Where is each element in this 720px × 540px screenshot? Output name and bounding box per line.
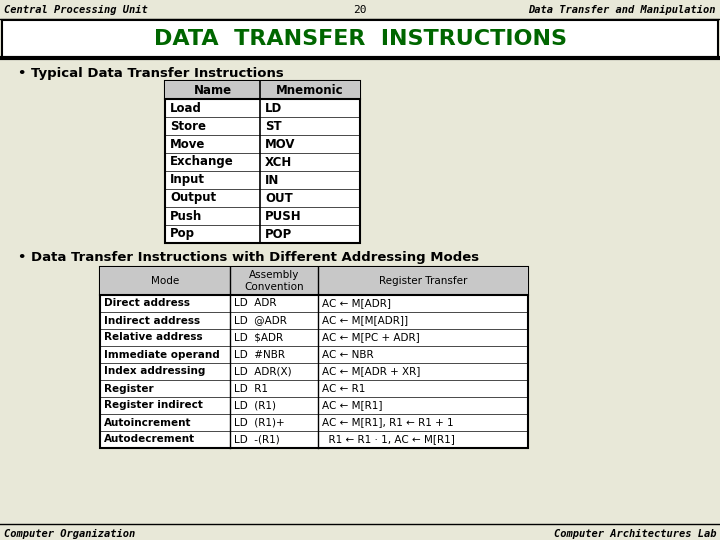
Text: LD  -(R1): LD -(R1) [234, 435, 280, 444]
Text: Direct address: Direct address [104, 299, 190, 308]
Bar [2, 20, 718, 58]
Text: Load: Load [170, 102, 202, 114]
Text: ST: ST [265, 119, 282, 132]
Text: Register: Register [104, 383, 153, 394]
Text: LD  @ADR: LD @ADR [234, 315, 287, 326]
Text: Register Transfer: Register Transfer [379, 276, 467, 286]
Text: DATA  TRANSFER  INSTRUCTIONS: DATA TRANSFER INSTRUCTIONS [153, 29, 567, 49]
Text: LD  (R1): LD (R1) [234, 401, 276, 410]
Text: LD  $ADR: LD $ADR [234, 333, 283, 342]
Text: OUT: OUT [265, 192, 293, 205]
Text: Assembly
Convention: Assembly Convention [244, 270, 304, 292]
Text: Relative address: Relative address [104, 333, 202, 342]
Text: 20: 20 [354, 5, 366, 15]
Text: Exchange: Exchange [170, 156, 234, 168]
Text: AC ← R1: AC ← R1 [322, 383, 365, 394]
Text: AC ← NBR: AC ← NBR [322, 349, 374, 360]
Text: AC ← M[R1], R1 ← R1 + 1: AC ← M[R1], R1 ← R1 + 1 [322, 417, 454, 428]
Text: AC ← M[PC + ADR]: AC ← M[PC + ADR] [322, 333, 420, 342]
Text: Mode: Mode [151, 276, 179, 286]
Text: Indirect address: Indirect address [104, 315, 200, 326]
Bar [165, 81, 360, 99]
Text: Push: Push [170, 210, 202, 222]
Bar [165, 81, 360, 243]
Text: R1 ← R1 · 1, AC ← M[R1]: R1 ← R1 · 1, AC ← M[R1] [322, 435, 455, 444]
Text: XCH: XCH [265, 156, 292, 168]
Text: Register indirect: Register indirect [104, 401, 203, 410]
Text: Output: Output [170, 192, 216, 205]
Text: Autoincrement: Autoincrement [104, 417, 192, 428]
Text: LD  (R1)+: LD (R1)+ [234, 417, 284, 428]
Text: LD  ADR: LD ADR [234, 299, 276, 308]
Text: Input: Input [170, 173, 205, 186]
Text: Pop: Pop [170, 227, 195, 240]
Text: Computer Architectures Lab: Computer Architectures Lab [554, 529, 716, 539]
Text: AC ← M[ADR + XR]: AC ← M[ADR + XR] [322, 367, 420, 376]
Text: • Typical Data Transfer Instructions: • Typical Data Transfer Instructions [18, 68, 284, 80]
Text: Index addressing: Index addressing [104, 367, 205, 376]
Text: Data Transfer and Manipulation: Data Transfer and Manipulation [528, 5, 716, 15]
Text: LD: LD [265, 102, 282, 114]
Text: Mnemonic: Mnemonic [276, 84, 344, 97]
Text: Immediate operand: Immediate operand [104, 349, 220, 360]
Text: AC ← M[ADR]: AC ← M[ADR] [322, 299, 391, 308]
Text: Move: Move [170, 138, 205, 151]
Text: POP: POP [265, 227, 292, 240]
Text: PUSH: PUSH [265, 210, 302, 222]
Bar [100, 267, 528, 448]
Text: Computer Organization: Computer Organization [4, 529, 135, 539]
Text: LD  ADR(X): LD ADR(X) [234, 367, 292, 376]
Text: LD  R1: LD R1 [234, 383, 268, 394]
Text: IN: IN [265, 173, 279, 186]
Bar [100, 267, 528, 295]
Text: LD  #NBR: LD #NBR [234, 349, 285, 360]
Text: Autodecrement: Autodecrement [104, 435, 195, 444]
Text: Store: Store [170, 119, 206, 132]
Text: • Data Transfer Instructions with Different Addressing Modes: • Data Transfer Instructions with Differ… [18, 251, 479, 264]
Text: AC ← M[R1]: AC ← M[R1] [322, 401, 382, 410]
Text: MOV: MOV [265, 138, 295, 151]
Text: Central Processing Unit: Central Processing Unit [4, 5, 148, 15]
Text: Name: Name [194, 84, 232, 97]
Text: AC ← M[M[ADR]]: AC ← M[M[ADR]] [322, 315, 408, 326]
